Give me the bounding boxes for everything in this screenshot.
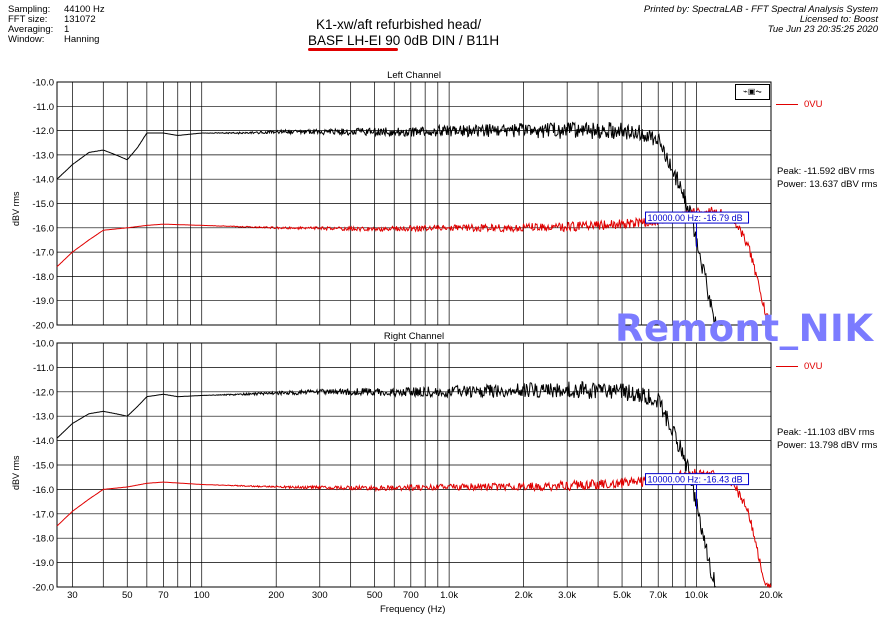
marker-box	[645, 473, 750, 486]
left-stats: Peak: -11.592 dBV rms Power: 13.637 dBV …	[777, 165, 877, 191]
y-tick-label: -14.0	[32, 175, 54, 186]
legend-label-left: 0VU	[804, 99, 823, 110]
y-tick-label: -13.0	[32, 150, 54, 161]
y-tick-label: -18.0	[32, 272, 54, 283]
y-tick-label: -20.0	[32, 321, 54, 332]
marker-label: 10000.00 Hz: -16.79 dB	[648, 213, 743, 223]
x-tick-label: 1.0k	[440, 590, 458, 601]
right-y-axis-label: dBV rms	[11, 455, 21, 490]
info-row: Averaging: 1	[8, 25, 105, 35]
info-key: FFT size:	[8, 14, 48, 25]
right-peak: Peak: -11.103 dBV rms	[777, 427, 875, 438]
x-axis-label: Frequency (Hz)	[380, 604, 446, 615]
left-power: Power: 13.637 dBV rms	[777, 179, 878, 190]
y-tick-label: -17.0	[32, 248, 54, 259]
y-tick-label: -13.0	[32, 412, 54, 423]
trace-control-icon[interactable]: ⌁▣⏦	[735, 84, 770, 100]
x-tick-label: 50	[122, 590, 133, 601]
info-value: 131072	[64, 14, 96, 25]
panel-title: Left Channel	[387, 70, 441, 81]
info-value: 44100 Hz	[64, 4, 105, 15]
x-tick-label: 2.0k	[515, 590, 533, 601]
info-row: Sampling: 44100 Hz	[8, 5, 105, 15]
x-tick-label: 200	[268, 590, 284, 601]
x-tick-label: 10.0k	[685, 590, 708, 601]
legend-line-right	[776, 366, 798, 367]
panel-title: Right Channel	[384, 331, 444, 342]
y-tick-label: -14.0	[32, 436, 54, 447]
x-tick-label: 70	[158, 590, 169, 601]
title-underline	[308, 48, 398, 51]
trace-black	[56, 121, 717, 326]
y-tick-label: -12.0	[32, 387, 54, 398]
left-peak: Peak: -11.592 dBV rms	[777, 166, 875, 177]
y-tick-label: -19.0	[32, 296, 54, 307]
printed-by: Printed by: SpectraLAB - FFT Spectral An…	[643, 4, 878, 15]
x-tick-label: 20.0k	[759, 590, 782, 601]
licensed-to: Licensed to: Boost	[799, 14, 878, 25]
x-tick-label: 3.0k	[558, 590, 576, 601]
info-value: Hanning	[64, 34, 100, 45]
x-tick-label: 300	[312, 590, 328, 601]
acquisition-info: Sampling: 44100 Hz FFT size: 131072 Averag…	[8, 5, 105, 45]
y-tick-label: -12.0	[32, 126, 54, 137]
y-tick-label: -16.0	[32, 223, 54, 234]
y-tick-label: -10.0	[32, 339, 54, 350]
y-tick-label: -15.0	[32, 461, 54, 472]
title-tape-rest: 0dB DIN / B11H	[400, 33, 500, 48]
y-tick-label: -10.0	[32, 78, 54, 89]
info-key: Sampling:	[8, 4, 51, 15]
x-tick-label: 500	[367, 590, 383, 601]
x-tick-label: 700	[403, 590, 419, 601]
legend-label-right: 0VU	[804, 361, 823, 372]
y-tick-label: -17.0	[32, 509, 54, 520]
right-stats: Peak: -11.103 dBV rms Power: 13.798 dBV …	[777, 426, 877, 452]
y-tick-label: -16.0	[32, 485, 54, 496]
marker-box	[645, 211, 750, 224]
title-tape-name: BASF LH-EI 90	[308, 33, 401, 48]
y-tick-label: -20.0	[32, 583, 54, 594]
y-tick-label: -11.0	[33, 363, 54, 374]
y-tick-label: -18.0	[32, 534, 54, 545]
title-line-2: BASF LH-EI 90 0dB DIN / B11H	[308, 33, 499, 49]
x-tick-label: 100	[194, 590, 210, 601]
info-key: Averaging:	[8, 24, 54, 35]
print-info: Printed by: SpectraLAB - FFT Spectral An…	[644, 5, 878, 35]
print-date: Tue Jun 23 20:35:25 2020	[767, 24, 878, 35]
x-tick-label: 5.0k	[613, 590, 631, 601]
info-value: 1	[64, 24, 70, 35]
left-y-axis-label: dBV rms	[11, 191, 21, 226]
chart-title: K1-xw/aft refurbished head/ BASF LH-EI 9…	[308, 17, 499, 49]
y-tick-label: -11.0	[33, 102, 54, 113]
info-row: Window: Hanning	[8, 35, 105, 45]
y-tick-label: -19.0	[32, 558, 54, 569]
title-line-1: K1-xw/aft refurbished head/	[316, 17, 482, 32]
x-tick-label: 30	[67, 590, 78, 601]
legend-line-left	[776, 104, 798, 105]
y-tick-label: -15.0	[32, 199, 54, 210]
watermark: Remont_NIK	[615, 307, 874, 350]
trace-black	[56, 380, 717, 588]
right-power: Power: 13.798 dBV rms	[777, 440, 878, 451]
x-tick-label: 7.0k	[649, 590, 667, 601]
marker-label: 10000.00 Hz: -16.43 dB	[648, 475, 743, 485]
trace-red	[56, 206, 772, 326]
info-key: Window:	[8, 34, 45, 45]
info-row: FFT size: 131072	[8, 15, 105, 25]
